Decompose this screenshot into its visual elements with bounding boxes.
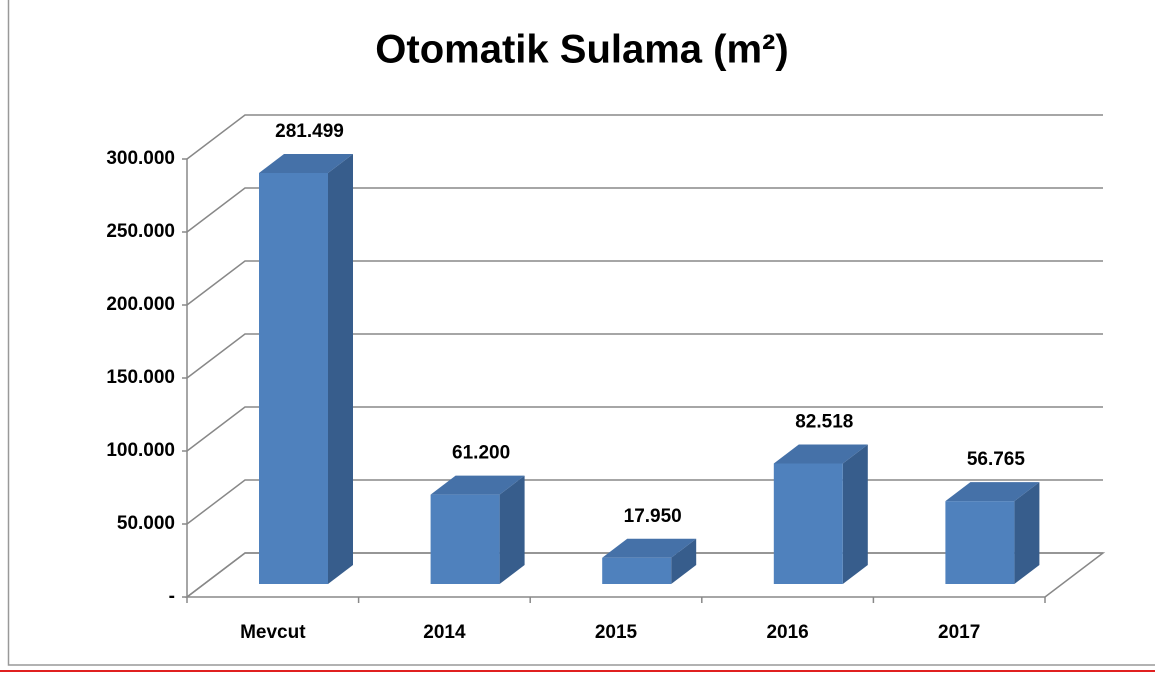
x-tick-label: 2014 [423, 622, 466, 643]
bar-top [602, 538, 697, 558]
y-tick-label: 200.000 [106, 294, 175, 315]
y-tick-label: 250.000 [106, 221, 175, 242]
bar-front [259, 173, 328, 584]
data-label: 17.950 [624, 506, 682, 527]
bar-front [773, 463, 843, 584]
bar [773, 444, 868, 584]
x-tick-label: Mevcut [240, 622, 306, 643]
bar-side [671, 538, 697, 584]
y-tick-label: 300.000 [106, 148, 175, 169]
bar-side [1014, 482, 1040, 584]
bar [602, 538, 697, 584]
bar-front [945, 501, 1015, 584]
bar-top [430, 475, 525, 495]
bar [430, 475, 525, 584]
bar [259, 154, 353, 584]
grid-line [186, 406, 1103, 452]
chart-title: Otomatik Sulama (m²) [375, 28, 788, 72]
bar-front [602, 557, 672, 584]
bar [945, 482, 1040, 584]
chart-frame [7, 0, 1155, 666]
grid-line [186, 333, 1103, 379]
bar-top [259, 154, 353, 174]
data-label: 82.518 [795, 412, 853, 433]
data-label: 281.499 [275, 121, 344, 142]
bar-side [328, 154, 353, 584]
y-tick-label: 150.000 [106, 367, 175, 388]
grid-line [186, 187, 1103, 233]
grid-line [186, 260, 1103, 306]
y-tick-label: 50.000 [117, 513, 175, 534]
x-tick-label: 2017 [938, 622, 980, 643]
y-tick-label: 100.000 [106, 440, 175, 461]
data-label: 61.200 [452, 443, 510, 464]
x-tick-label: 2015 [595, 622, 638, 643]
bar-side [842, 444, 868, 584]
bar-side [499, 475, 525, 584]
bar-front [430, 494, 500, 584]
data-label: 56.765 [967, 449, 1026, 470]
bar-top [773, 444, 868, 464]
grid-line [186, 114, 1103, 160]
x-tick-label: 2016 [766, 622, 808, 643]
bar-top [945, 482, 1040, 502]
y-tick-label: - [169, 586, 175, 607]
